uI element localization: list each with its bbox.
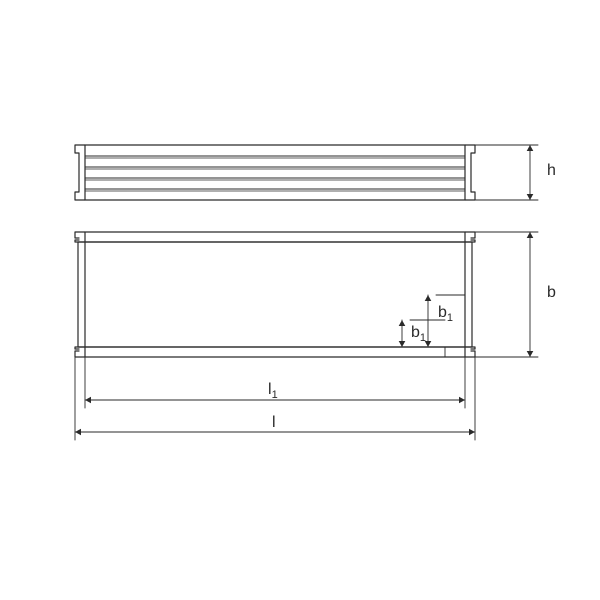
dim-label-l1: l1: [268, 381, 278, 401]
dim-label-l: l: [272, 414, 276, 432]
dim-label-h: h: [547, 162, 556, 180]
technical-drawing: [0, 0, 600, 600]
dim-label-b1: b1: [438, 304, 453, 324]
drawing-canvas: h b b1 b1 l1 l: [0, 0, 600, 600]
dim-label-b: b: [547, 284, 556, 302]
dim-label-b1-inner: b1: [411, 324, 426, 344]
